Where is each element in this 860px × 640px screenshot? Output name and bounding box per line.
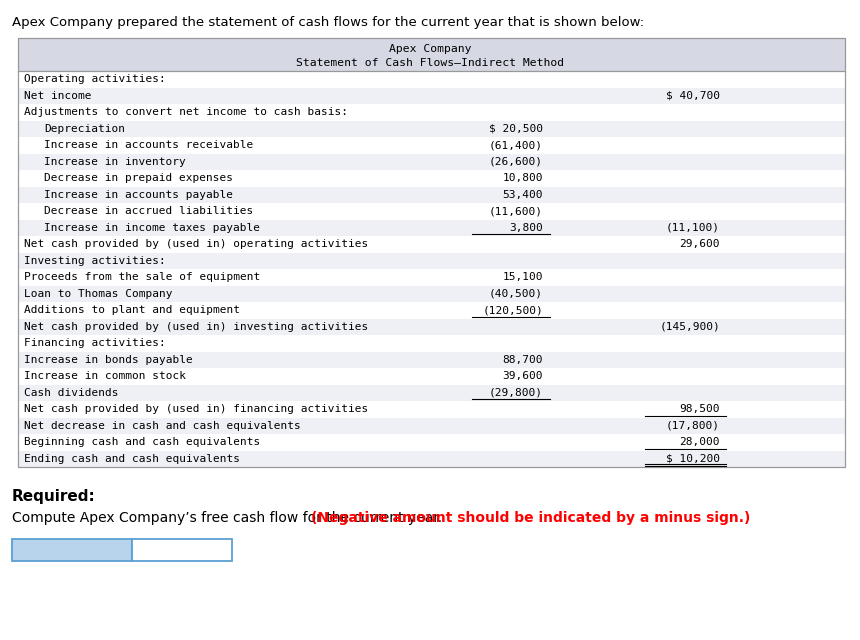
Text: Increase in accounts receivable: Increase in accounts receivable	[44, 140, 253, 150]
Bar	[18, 154, 845, 170]
Bar	[18, 302, 845, 319]
Bar	[18, 368, 845, 385]
Bar	[18, 170, 845, 186]
Text: Additions to plant and equipment: Additions to plant and equipment	[24, 305, 240, 316]
Text: Required:: Required:	[12, 489, 95, 504]
Text: (11,100): (11,100)	[666, 223, 720, 233]
Text: Net cash provided by (used in) investing activities: Net cash provided by (used in) investing…	[24, 322, 368, 332]
Bar	[18, 236, 845, 253]
Text: 88,700: 88,700	[502, 355, 543, 365]
Text: Net decrease in cash and cash equivalents: Net decrease in cash and cash equivalent…	[24, 420, 301, 431]
Text: 28,000: 28,000	[679, 437, 720, 447]
Text: (29,800): (29,800)	[489, 388, 543, 397]
Text: (26,600): (26,600)	[489, 157, 543, 167]
Text: Increase in bonds payable: Increase in bonds payable	[24, 355, 193, 365]
Text: Decrease in accrued liabilities: Decrease in accrued liabilities	[44, 206, 253, 216]
Text: Net cash provided by (used in) operating activities: Net cash provided by (used in) operating…	[24, 239, 368, 249]
Text: (145,900): (145,900)	[660, 322, 720, 332]
Text: 53,400: 53,400	[502, 189, 543, 200]
Text: (61,400): (61,400)	[489, 140, 543, 150]
Text: Increase in common stock: Increase in common stock	[24, 371, 186, 381]
Text: (40,500): (40,500)	[489, 289, 543, 299]
Bar	[18, 71, 845, 88]
Text: 3,800: 3,800	[509, 223, 543, 233]
Text: Increase in inventory: Increase in inventory	[44, 157, 186, 167]
Text: Statement of Cash Flows–Indirect Method: Statement of Cash Flows–Indirect Method	[296, 58, 564, 68]
Bar	[132, 539, 232, 561]
Bar	[18, 88, 845, 104]
Text: Net income: Net income	[24, 91, 91, 100]
Text: Apex Company prepared the statement of cash flows for the current year that is s: Apex Company prepared the statement of c…	[12, 16, 644, 29]
Bar	[18, 401, 845, 417]
Text: Beginning cash and cash equivalents: Beginning cash and cash equivalents	[24, 437, 261, 447]
Text: Compute Apex Company’s free cash flow for the current year.: Compute Apex Company’s free cash flow fo…	[12, 511, 446, 525]
Bar	[18, 253, 845, 269]
Text: Depreciation: Depreciation	[44, 124, 125, 134]
Text: Decrease in prepaid expenses: Decrease in prepaid expenses	[44, 173, 233, 183]
Text: $ 40,700: $ 40,700	[666, 91, 720, 100]
Text: (Negative amount should be indicated by a minus sign.): (Negative amount should be indicated by …	[310, 511, 750, 525]
Bar	[18, 104, 845, 120]
Text: 98,500: 98,500	[679, 404, 720, 414]
Text: Free cash flow: Free cash flow	[17, 543, 107, 557]
Bar	[18, 269, 845, 285]
Text: (120,500): (120,500)	[482, 305, 543, 316]
Bar	[18, 120, 845, 137]
Bar	[18, 385, 845, 401]
Text: Apex Company: Apex Company	[389, 44, 471, 54]
Bar	[18, 335, 845, 351]
Bar	[18, 417, 845, 434]
Text: (17,800): (17,800)	[666, 420, 720, 431]
Text: (11,600): (11,600)	[489, 206, 543, 216]
Text: Net cash provided by (used in) financing activities: Net cash provided by (used in) financing…	[24, 404, 368, 414]
Text: 39,600: 39,600	[502, 371, 543, 381]
Bar	[18, 319, 845, 335]
Text: Increase in accounts payable: Increase in accounts payable	[44, 189, 233, 200]
Text: 10,800: 10,800	[502, 173, 543, 183]
Bar	[18, 137, 845, 154]
Text: 15,100: 15,100	[502, 272, 543, 282]
Text: Ending cash and cash equivalents: Ending cash and cash equivalents	[24, 454, 240, 464]
Text: Operating activities:: Operating activities:	[24, 74, 166, 84]
Bar	[18, 451, 845, 467]
Bar	[18, 38, 845, 467]
Text: $ 20,500: $ 20,500	[489, 124, 543, 134]
Text: Financing activities:: Financing activities:	[24, 339, 166, 348]
Bar	[18, 186, 845, 203]
Text: Loan to Thomas Company: Loan to Thomas Company	[24, 289, 173, 299]
Bar	[18, 38, 845, 71]
Text: $ 10,200: $ 10,200	[666, 454, 720, 464]
Bar	[18, 434, 845, 451]
Text: Cash dividends: Cash dividends	[24, 388, 119, 397]
Bar	[18, 220, 845, 236]
Text: Investing activities:: Investing activities:	[24, 256, 166, 266]
Text: Increase in income taxes payable: Increase in income taxes payable	[44, 223, 260, 233]
Bar	[18, 203, 845, 220]
Text: 29,600: 29,600	[679, 239, 720, 249]
Bar	[18, 285, 845, 302]
Text: Adjustments to convert net income to cash basis:: Adjustments to convert net income to cas…	[24, 108, 348, 117]
Bar	[18, 351, 845, 368]
Bar	[12, 539, 132, 561]
Text: Proceeds from the sale of equipment: Proceeds from the sale of equipment	[24, 272, 261, 282]
